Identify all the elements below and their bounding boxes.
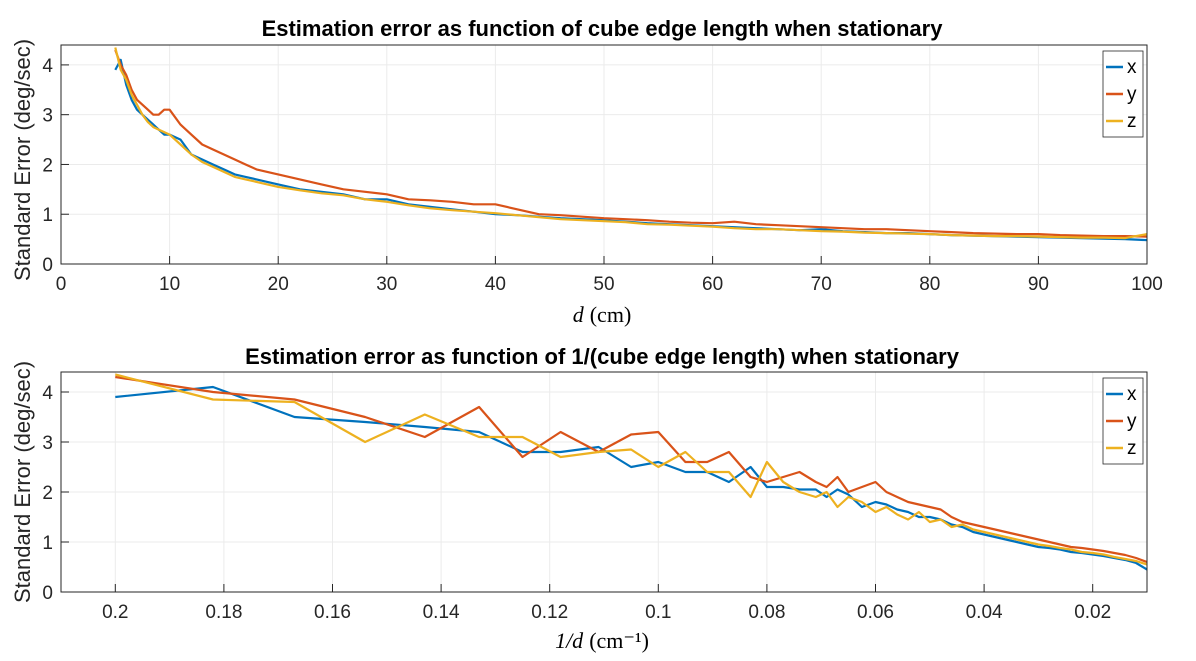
y-tick-label: 2 <box>42 155 53 176</box>
chart-panel-top: Estimation error as function of cube edg… <box>10 16 1163 327</box>
y-axis-label-top: Standard Error (deg/sec) <box>10 39 35 281</box>
x-tick-label: 70 <box>811 274 832 295</box>
chart-title-top: Estimation error as function of cube edg… <box>262 16 944 41</box>
x-tick-label: 30 <box>376 274 397 295</box>
x-tick-label: 0.2 <box>102 602 128 623</box>
legend-label-y: y <box>1127 411 1137 432</box>
x-axis-label-var-bottom: 1/d <box>555 628 584 653</box>
series-lines-top <box>114 47 1148 242</box>
x-tick-label: 0.18 <box>205 602 242 623</box>
legend-label-y: y <box>1127 84 1137 105</box>
x-tick-label: 20 <box>268 274 289 295</box>
y-tick-label: 1 <box>42 205 53 226</box>
x-tick-label: 40 <box>485 274 506 295</box>
y-tick-label: 4 <box>42 383 53 404</box>
x-axis-label-top: d (cm) <box>573 302 632 327</box>
legend-label-z: z <box>1127 111 1137 132</box>
x-tick-label: 0.08 <box>748 602 785 623</box>
legend-label-x: x <box>1127 384 1137 405</box>
series-line-z <box>114 47 1148 240</box>
y-tick-label: 3 <box>42 433 53 454</box>
x-axis-label-unit-top: (cm) <box>590 302 632 327</box>
y-tick-label: 2 <box>42 483 53 504</box>
x-axis-label-var-top: d <box>573 302 585 327</box>
y-tick-label: 1 <box>42 533 53 554</box>
x-tick-label: 0.04 <box>966 602 1003 623</box>
x-tick-label: 60 <box>702 274 723 295</box>
legend-label-z: z <box>1127 438 1137 459</box>
legend-top: xyz <box>1102 50 1144 138</box>
x-axis-label-bottom: 1/d (cm⁻¹) <box>555 628 649 653</box>
x-axis-label-unit-bottom: (cm⁻¹) <box>589 628 649 653</box>
chart-panel-bottom: Estimation error as function of 1/(cube … <box>10 344 1148 653</box>
legend-bottom: xyz <box>1102 377 1144 465</box>
x-tick-label: 0.16 <box>314 602 351 623</box>
series-line-y <box>114 49 1148 238</box>
y-tick-label: 3 <box>42 106 53 127</box>
x-tick-label: 0.14 <box>423 602 460 623</box>
tick-labels-bottom: 0 1 2 3 4 0.2 0.18 0.16 0.14 0.12 0.1 0.08 0.06 0.04 0… <box>42 383 1111 623</box>
y-tick-label: 0 <box>42 255 53 276</box>
y-tick-label: 0 <box>42 583 53 604</box>
x-tick-label: 0.1 <box>645 602 671 623</box>
x-tick-label: 0 <box>56 274 67 295</box>
y-axis-label-bottom: Standard Error (deg/sec) <box>10 361 35 603</box>
x-tick-label: 100 <box>1131 274 1163 295</box>
x-tick-label: 90 <box>1028 274 1049 295</box>
x-tick-label: 0.12 <box>531 602 568 623</box>
x-tick-label: 0.02 <box>1074 602 1111 623</box>
chart-title-bottom: Estimation error as function of 1/(cube … <box>245 344 960 369</box>
x-tick-label: 50 <box>593 274 614 295</box>
series-lines-bottom <box>115 373 1148 571</box>
x-tick-label: 0.06 <box>857 602 894 623</box>
series-line-x <box>115 385 1148 571</box>
x-tick-label: 10 <box>159 274 180 295</box>
series-line-z <box>115 373 1148 566</box>
y-tick-label: 4 <box>42 56 53 77</box>
x-tick-label: 80 <box>919 274 940 295</box>
legend-label-x: x <box>1127 57 1137 78</box>
plot-frame-bottom <box>60 371 1148 593</box>
